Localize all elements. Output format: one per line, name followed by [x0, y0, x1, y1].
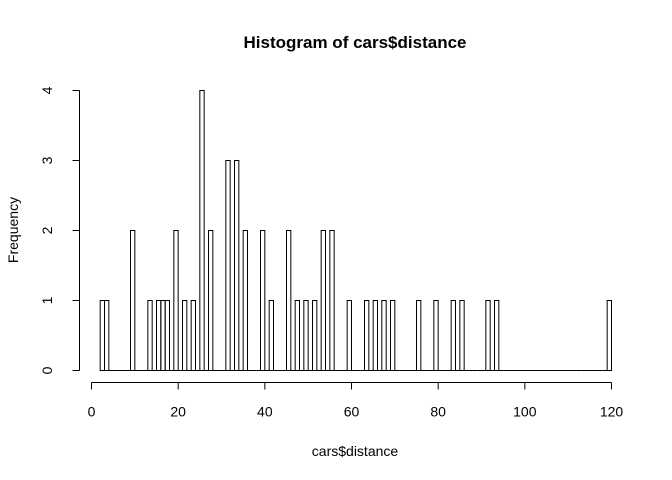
histogram-bar [225, 160, 231, 371]
y-tick-label: 1 [39, 296, 55, 304]
histogram-bar [130, 230, 136, 371]
histogram-bar [164, 300, 171, 371]
histogram-bar [182, 300, 188, 371]
histogram-bar [260, 230, 266, 371]
y-tick-label: 3 [39, 156, 55, 164]
histogram-bar [364, 300, 370, 371]
histogram-bar [606, 300, 613, 371]
y-axis-label: Frequency [5, 197, 21, 263]
histogram-bar [156, 300, 162, 371]
x-tick-label: 20 [170, 404, 186, 420]
histogram-bar [208, 230, 214, 371]
x-tick-label: 60 [344, 404, 360, 420]
histogram-bar [286, 230, 292, 371]
histogram-bar [190, 300, 197, 371]
histogram-bar [173, 230, 179, 371]
histogram-bar [346, 300, 352, 371]
x-axis-label: cars$distance [312, 443, 399, 459]
histogram-bar [99, 300, 105, 371]
histogram-bar [199, 90, 205, 371]
histogram-bar [494, 300, 500, 371]
y-axis: 0 1 2 3 4 [39, 86, 80, 374]
histogram-bar [485, 300, 491, 371]
y-tick-label: 4 [39, 86, 55, 94]
histogram-bar [147, 300, 153, 371]
histogram-bar [294, 300, 300, 371]
x-tick-label: 40 [257, 404, 273, 420]
histogram-bar [459, 300, 465, 371]
histogram-bar [329, 230, 335, 371]
histogram-bar [234, 160, 240, 371]
histogram-bar [312, 300, 318, 371]
histogram-bar [303, 300, 309, 371]
histogram-bar [160, 300, 166, 371]
y-tick-label: 0 [39, 366, 55, 374]
histogram-bar [390, 300, 396, 371]
histogram-bar [433, 300, 439, 371]
histogram-bar [268, 300, 274, 371]
histogram-bar [450, 300, 456, 371]
histogram-bar [416, 300, 422, 371]
chart-title: Histogram of cars$distance [244, 33, 467, 52]
x-tick-label: 100 [513, 404, 537, 420]
x-axis: 0 20 40 60 80 100 120 [88, 382, 624, 420]
x-tick-label: 80 [430, 404, 446, 420]
histogram-bar [320, 230, 326, 371]
histogram-bar [242, 230, 249, 371]
histogram-bars [99, 90, 613, 371]
x-tick-label: 0 [88, 404, 96, 420]
y-tick-label: 2 [39, 226, 55, 234]
x-tick-label: 120 [600, 404, 624, 420]
histogram-bar [372, 300, 378, 371]
histogram-bar [104, 300, 110, 371]
histogram-bar [381, 300, 387, 371]
